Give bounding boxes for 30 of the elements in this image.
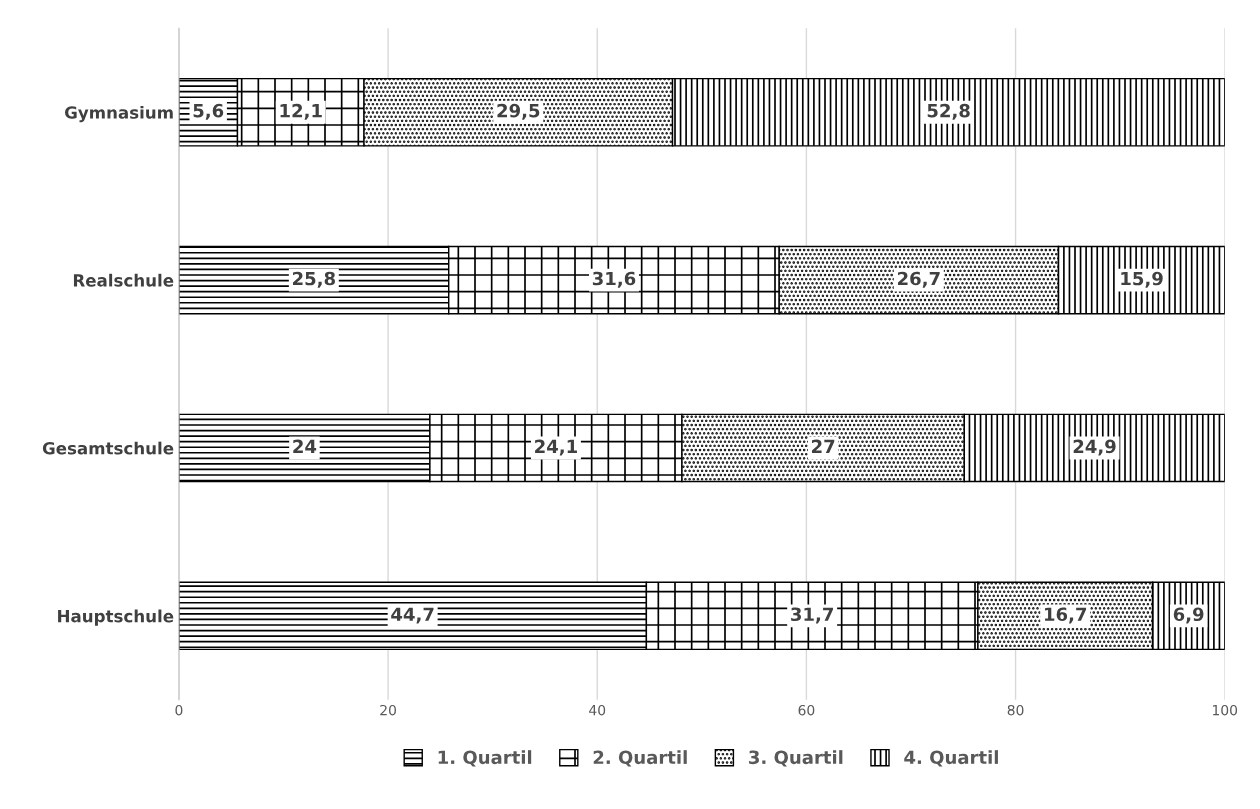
data-label: 24,1 (535, 439, 577, 456)
x-tick-label: 60 (798, 704, 815, 716)
data-label: 12,1 (280, 103, 322, 120)
data-label: 24,9 (1073, 439, 1116, 456)
data-label: 31,6 (592, 271, 636, 288)
x-tick-label: 40 (589, 704, 606, 716)
y-tick-label: Gymnasium (65, 105, 173, 123)
x-tick-label: 20 (380, 704, 396, 716)
data-label: 5,6 (193, 103, 224, 120)
data-label: 52,8 (927, 103, 970, 120)
data-label: 29,5 (497, 103, 540, 120)
legend-label: 1. Quartil (438, 750, 532, 767)
data-label: 24 (293, 439, 317, 453)
y-tick-label: Gesamtschule (42, 441, 174, 455)
data-label: 6,9 (1173, 607, 1204, 624)
data-label: 16,7 (1045, 607, 1087, 624)
x-tick-label: 0 (175, 704, 183, 716)
data-label: 26,7 (897, 271, 940, 288)
legend-label: 2. Quartil (593, 750, 687, 767)
data-label: 27 (812, 439, 835, 453)
y-tick-label: Hauptschule (58, 609, 174, 626)
x-tick-label: 100 (1212, 704, 1238, 716)
data-label: 44,7 (391, 607, 434, 624)
legend-label: 3. Quartil (749, 750, 843, 767)
data-label: 31,7 (791, 607, 833, 624)
data-label: 15,9 (1121, 271, 1163, 288)
data-label: 25,8 (292, 271, 335, 288)
y-tick-label: Realschule (73, 273, 174, 287)
x-tick-label: 80 (1007, 704, 1024, 716)
legend-label: 4. Quartil (904, 750, 998, 767)
